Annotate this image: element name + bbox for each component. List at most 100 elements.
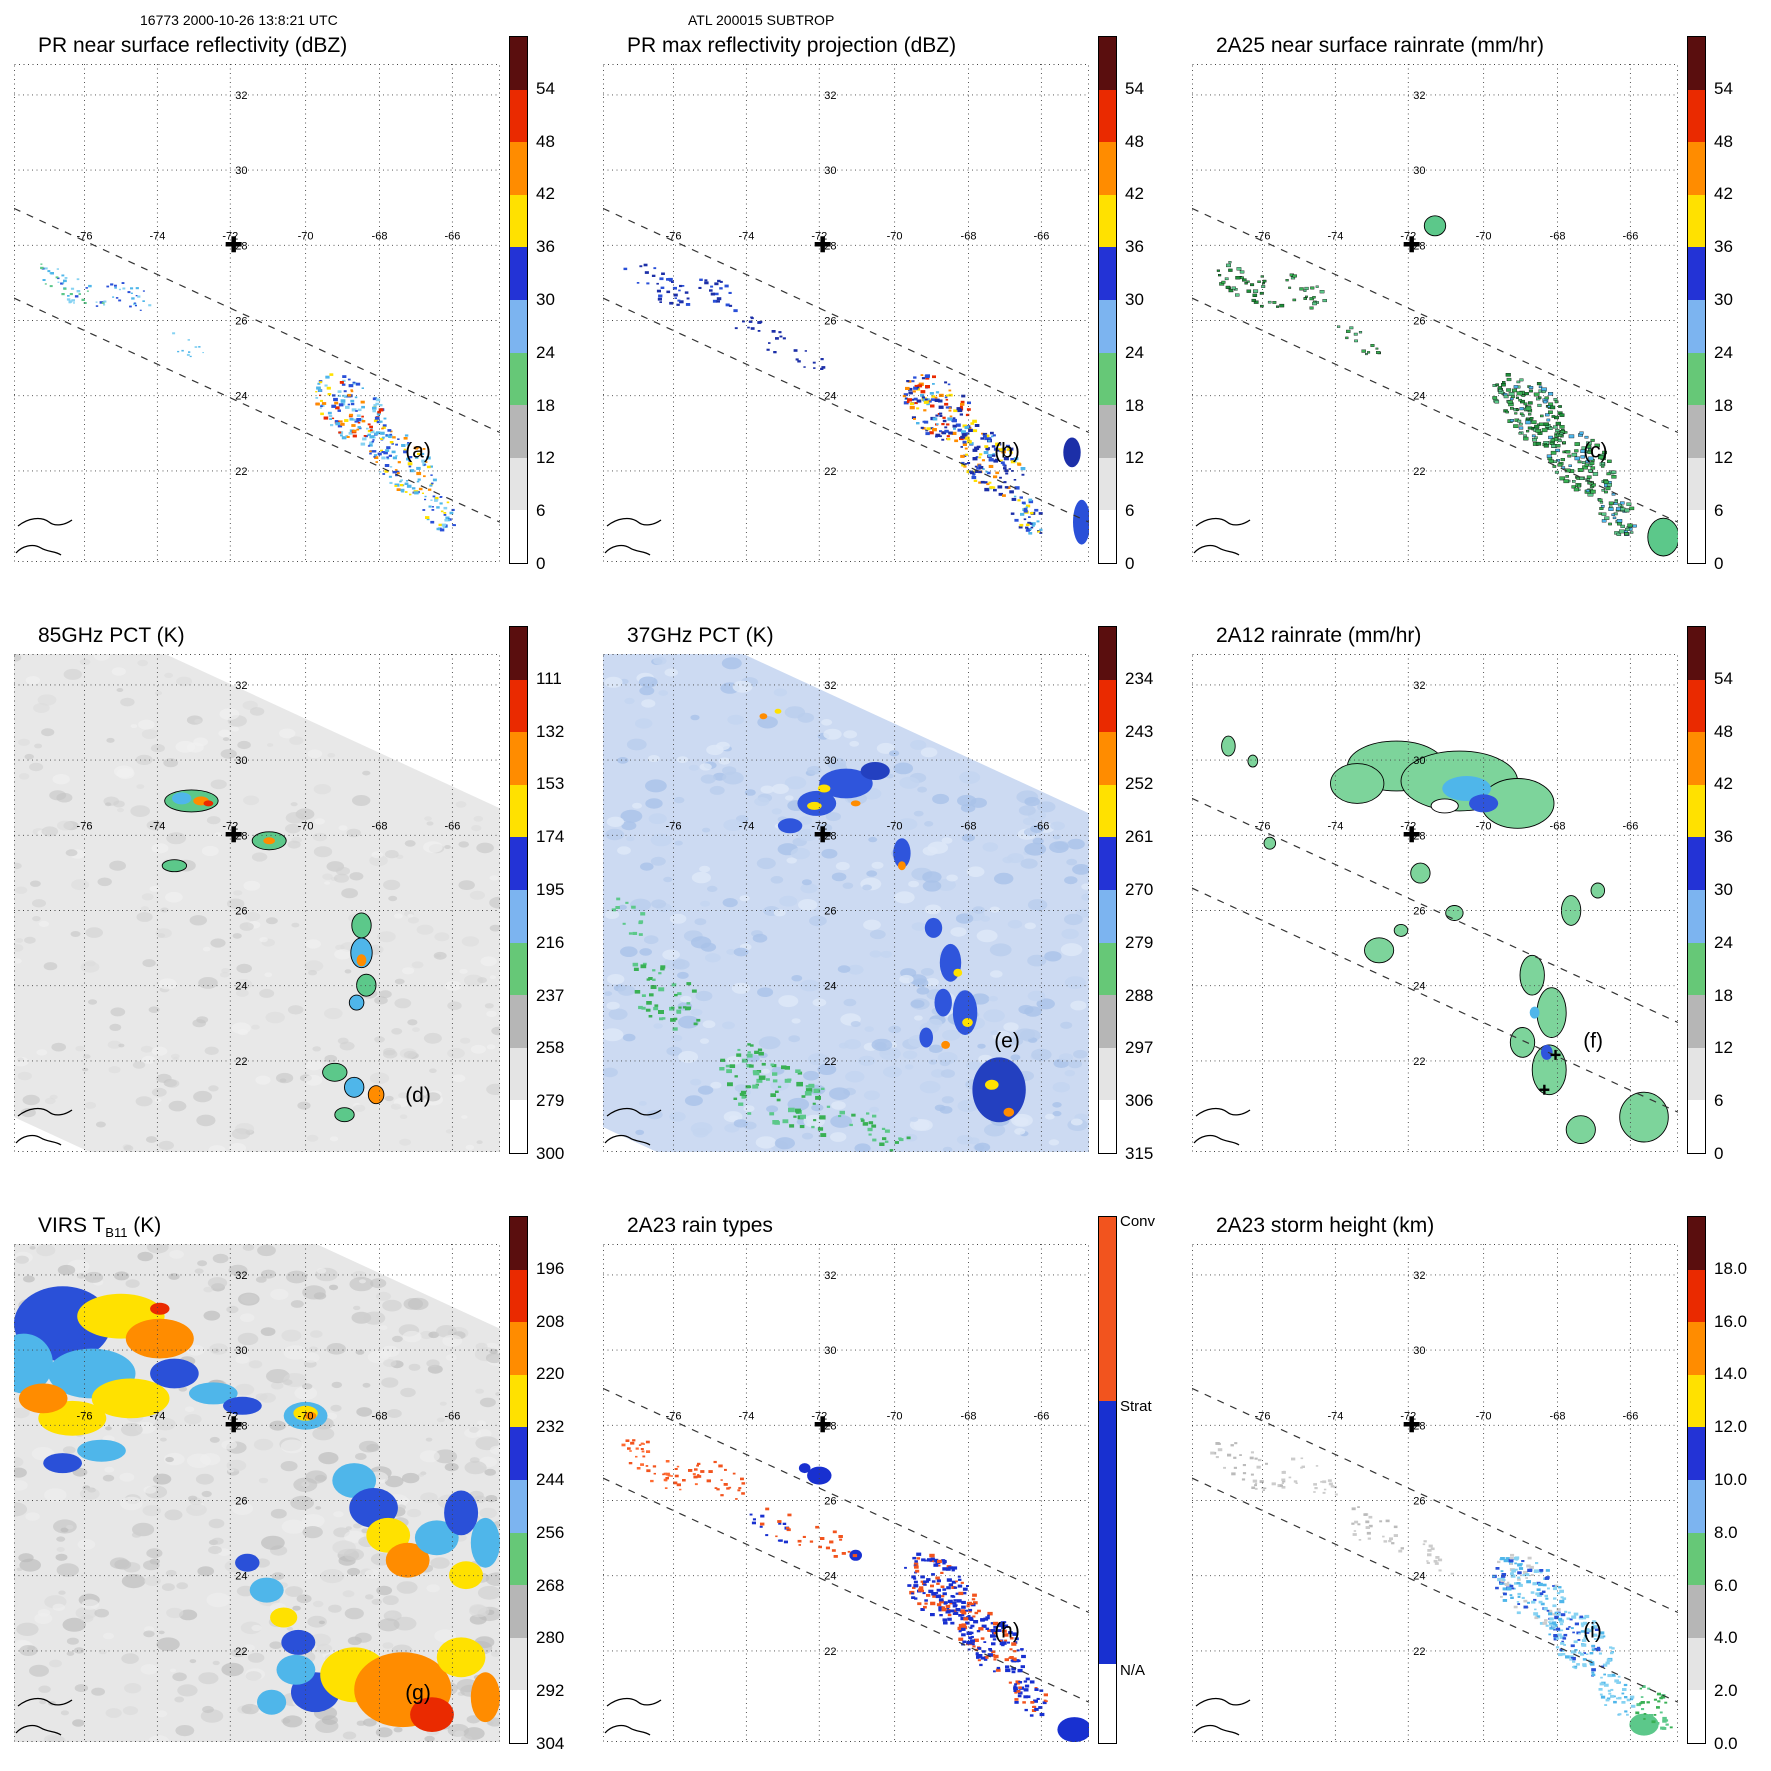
colorbar-segment: [1099, 510, 1116, 563]
colorbar-tick: 6: [1714, 1091, 1724, 1111]
colorbar-segment: [1099, 1664, 1116, 1743]
colorbar-tick: 0: [536, 554, 546, 573]
colorbar-segment: [510, 1479, 527, 1533]
colorbar-tick: 30: [536, 290, 555, 309]
colorbar-segment: [1099, 142, 1116, 195]
map-plot-h: -76-74-72-70-68-66323028262422(h): [603, 1244, 1089, 1742]
colorbar-segment: [1099, 732, 1116, 785]
colorbar-a: [509, 36, 528, 564]
colorbar-segment: [1688, 995, 1705, 1048]
colorbar-segment: [510, 837, 527, 890]
grid-labels: -76-74-72-70-68-66323028262422: [1255, 680, 1639, 1068]
panel-f: 2A12 rainrate (mm/hr) -76 -74 -72 -70 -68 -66 3…: [1190, 620, 1765, 1180]
svg-text:-74: -74: [149, 820, 165, 832]
colorbar-tick: 16.0: [1714, 1311, 1748, 1331]
colorbar-tick: 216: [536, 932, 565, 952]
coastline: [1193, 1697, 1251, 1736]
colorbar-segment: [1688, 889, 1705, 943]
colorbar-tick: 132: [536, 721, 565, 741]
colorbar-tick: 297: [1125, 1038, 1154, 1058]
svg-text:24: 24: [1413, 391, 1425, 403]
grid-lines: [603, 654, 1089, 1152]
svg-text:-68: -68: [372, 230, 388, 242]
svg-text:30: 30: [235, 755, 247, 767]
colorbar-segment: [1688, 1479, 1705, 1533]
panel-d: 85GHz PCT (K) -76-74-72-70-68-66323028262…: [12, 620, 587, 1180]
colorbar-tick: 256: [536, 1522, 565, 1542]
svg-text:24: 24: [824, 1571, 836, 1583]
panel-letter: (a): [405, 439, 431, 462]
svg-text:-70: -70: [298, 1410, 314, 1422]
colorbar-tick: 0: [1714, 554, 1724, 573]
colorbar-label: Conv: [1120, 1213, 1156, 1230]
colorbar-segment: [510, 142, 527, 195]
colorbar-tick: 30: [1125, 290, 1144, 309]
colorbar-segment: [1688, 89, 1705, 143]
colorbar-tick: 234: [1125, 668, 1154, 688]
colorbar-segment: [510, 889, 527, 943]
grid-lines: [14, 1244, 500, 1742]
colorbar-tick: 220: [536, 1364, 565, 1384]
colorbar-segment: [1099, 1100, 1116, 1153]
panel-title-d: 85GHz PCT (K): [38, 624, 185, 647]
data-patches: [798, 1463, 1089, 1742]
colorbar-segment: [510, 247, 527, 300]
colorbar-segment: [1099, 942, 1116, 996]
colorbar-segment: [510, 299, 527, 353]
colorbar-tick: 24: [1125, 342, 1144, 362]
colorbar-segment: [1099, 679, 1116, 733]
data-speckles: [1210, 1442, 1673, 1730]
panel-title-f: 2A12 rainrate (mm/hr): [1216, 624, 1422, 647]
colorbar-tick: 315: [1125, 1144, 1154, 1163]
swath-texture: [14, 654, 500, 1152]
colorbar-tick: 42: [1714, 184, 1733, 204]
colorbar-segment: [510, 1637, 527, 1691]
panel-g: VIRS TB11 (K)-76-74-72-70-68-66323028262…: [12, 1210, 587, 1770]
svg-text:22: 22: [824, 466, 836, 478]
colorbar-tick: 0: [1125, 554, 1135, 573]
svg-text:-70: -70: [1476, 820, 1492, 832]
panel-letter: (i): [1583, 1619, 1602, 1642]
map-plot-d: -76-74-72-70-68-66323028262422(d): [14, 654, 500, 1152]
svg-text:-76: -76: [1255, 1410, 1271, 1422]
colorbar-segment: [510, 194, 527, 248]
colorbar-tick: 196: [536, 1258, 565, 1278]
colorbar-tick: 48: [1125, 131, 1144, 151]
svg-text:-70: -70: [298, 820, 314, 832]
svg-text:-70: -70: [1476, 1410, 1492, 1422]
colorbar-g: [509, 1216, 528, 1744]
svg-text:-66: -66: [444, 230, 460, 242]
svg-text:26: 26: [1413, 316, 1425, 328]
colorbar-segment: [510, 457, 527, 511]
svg-text:30: 30: [1413, 1345, 1425, 1357]
map-cross: [1403, 236, 1420, 253]
colorbar-label: Strat: [1120, 1397, 1152, 1415]
map-plot-i: -76-74-72-70-68-66323028262422(i): [1192, 1244, 1678, 1742]
colorbar-segment: [1099, 1401, 1116, 1665]
svg-text:-68: -68: [961, 1410, 977, 1422]
svg-text:-74: -74: [149, 1410, 165, 1422]
colorbar-tick: 270: [1125, 880, 1154, 899]
svg-text:-74: -74: [1327, 1410, 1343, 1422]
grid-labels: -76-74-72-70-68-66323028262422: [77, 90, 461, 478]
colorbar-segment: [510, 679, 527, 733]
colorbar-tick: 48: [1714, 721, 1733, 741]
svg-text:-70: -70: [887, 1410, 903, 1422]
colorbar-tick: 54: [536, 78, 555, 98]
map-cross: [814, 826, 831, 843]
grid-lines: [14, 64, 500, 562]
colorbar-segment: [510, 1269, 527, 1323]
grid-labels: -76-74-72-70-68-66323028262422: [77, 1270, 461, 1658]
svg-text:-68: -68: [1550, 820, 1566, 832]
svg-text:-66: -66: [1622, 1410, 1638, 1422]
svg-text:32: 32: [824, 680, 836, 692]
data-patches: [759, 708, 1026, 1123]
svg-text:24: 24: [824, 981, 836, 993]
colorbar-tick: 18: [1714, 985, 1733, 1005]
colorbar-segment: [1688, 1637, 1705, 1691]
data-patches: [1221, 735, 1669, 1144]
svg-text:26: 26: [824, 316, 836, 328]
svg-text:-68: -68: [961, 230, 977, 242]
colorbar-tick: 252: [1125, 774, 1154, 794]
svg-text:-68: -68: [961, 820, 977, 832]
